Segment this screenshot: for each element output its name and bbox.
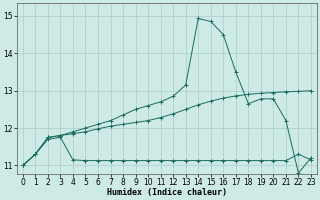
X-axis label: Humidex (Indice chaleur): Humidex (Indice chaleur): [107, 188, 227, 197]
